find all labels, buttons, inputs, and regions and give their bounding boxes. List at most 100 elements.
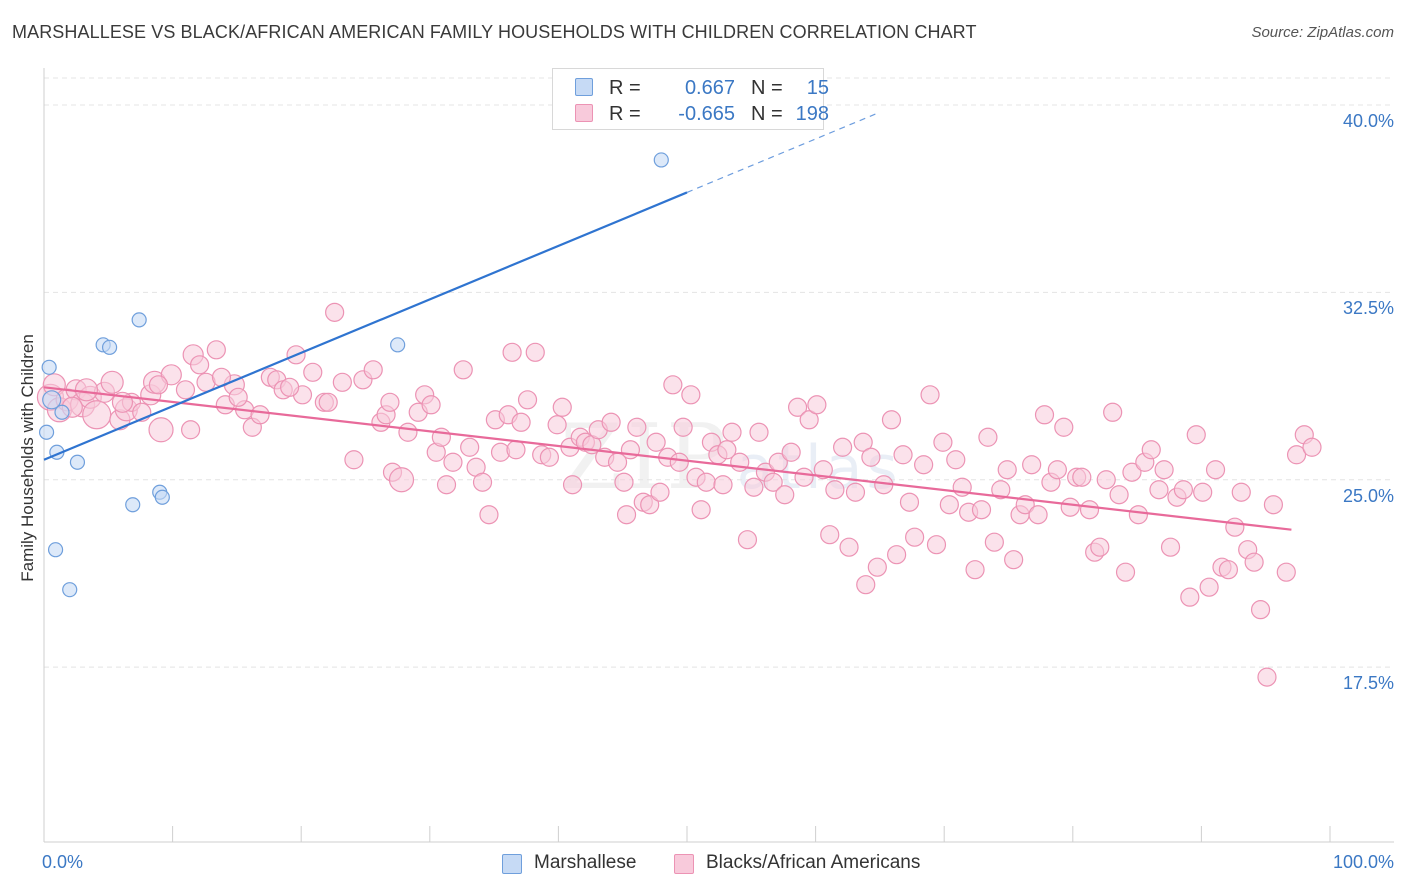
point-blacks	[997, 460, 1017, 480]
point-blacks	[181, 420, 201, 440]
point-blacks	[971, 500, 992, 520]
point-blacks	[1103, 402, 1123, 422]
point-blacks	[650, 482, 670, 502]
point-blacks	[502, 342, 522, 362]
y-tick-label-32-5: 32.5%	[1342, 298, 1394, 319]
point-blacks	[472, 472, 493, 492]
point-blacks	[506, 440, 526, 460]
point-blacks	[673, 417, 693, 437]
point-blacks	[190, 355, 210, 375]
point-blacks	[318, 392, 338, 412]
point-blacks	[965, 560, 985, 580]
legend-r-value: 0.667	[684, 77, 735, 99]
legend-r-label: R =	[609, 77, 641, 99]
point-blacks	[460, 437, 480, 457]
point-blacks	[681, 385, 701, 405]
point-blacks	[511, 412, 531, 432]
point-blacks	[1225, 517, 1245, 537]
point-marshallese	[131, 312, 147, 328]
point-blacks	[1072, 467, 1092, 487]
point-blacks	[696, 472, 716, 492]
point-blacks	[905, 527, 925, 547]
point-marshallese	[54, 404, 70, 420]
point-marshallese	[42, 390, 62, 410]
point-marshallese	[62, 582, 78, 598]
point-blacks	[1257, 667, 1277, 687]
point-blacks	[453, 360, 473, 380]
point-blacks	[646, 432, 666, 452]
point-blacks	[443, 452, 463, 472]
point-blacks	[1218, 560, 1239, 580]
legend-swatch-pink	[674, 854, 694, 874]
point-marshallese	[47, 542, 64, 558]
point-blacks	[713, 475, 733, 495]
trendline-marshallese-extension	[686, 111, 881, 193]
point-blacks	[833, 437, 853, 457]
point-blacks	[1199, 577, 1219, 597]
point-blacks	[552, 397, 572, 417]
point-blacks	[539, 447, 559, 467]
point-blacks	[717, 440, 737, 460]
y-tick-label-17-5: 17.5%	[1342, 673, 1394, 694]
legend-n-value: 15	[806, 77, 829, 99]
point-blacks	[926, 535, 947, 555]
point-blacks	[640, 495, 660, 515]
point-blacks	[691, 500, 711, 520]
point-blacks	[1141, 440, 1161, 460]
point-blacks	[436, 475, 457, 495]
point-blacks	[933, 432, 953, 452]
legend-n-label: N =	[751, 103, 783, 125]
point-blacks	[825, 480, 845, 500]
point-blacks	[853, 432, 873, 452]
point-blacks	[228, 387, 248, 407]
point-blacks	[794, 467, 814, 487]
point-blacks	[1090, 537, 1110, 557]
point-blacks	[421, 395, 441, 415]
point-blacks	[899, 492, 920, 512]
y-tick-label-25: 25.0%	[1342, 485, 1394, 506]
point-blacks	[749, 422, 769, 442]
point-marshallese	[101, 339, 118, 355]
point-blacks	[1180, 587, 1200, 607]
point-blacks	[669, 452, 689, 472]
point-blacks	[1109, 485, 1129, 505]
point-blacks	[914, 455, 934, 475]
point-blacks	[325, 302, 345, 322]
point-blacks	[148, 375, 169, 395]
point-blacks	[813, 460, 833, 480]
point-blacks	[547, 415, 567, 435]
point-blacks	[627, 417, 647, 437]
point-blacks	[1244, 552, 1264, 572]
point-blacks	[845, 482, 866, 502]
point-blacks	[614, 472, 634, 492]
x-tick-label-min: 0.0%	[42, 852, 84, 872]
point-blacks	[920, 385, 940, 405]
point-blacks	[781, 442, 801, 462]
point-blacks	[861, 447, 881, 467]
point-blacks	[1096, 470, 1116, 490]
point-blacks	[175, 380, 196, 400]
point-blacks	[148, 417, 174, 443]
point-blacks	[1054, 417, 1074, 437]
point-blacks	[1276, 562, 1296, 582]
point-blacks	[388, 467, 415, 493]
point-marshallese	[154, 489, 170, 505]
legend-r-label: R =	[609, 103, 641, 125]
point-blacks	[1149, 480, 1169, 500]
point-blacks	[1060, 497, 1080, 517]
legend-swatch-blue	[575, 78, 593, 96]
y-tick-label-40: 40.0%	[1342, 110, 1394, 131]
point-blacks	[517, 390, 538, 410]
point-blacks	[332, 372, 352, 392]
point-marshallese	[41, 359, 57, 375]
point-blacks	[1263, 495, 1284, 515]
point-blacks	[601, 412, 621, 432]
stats-legend: R = 0.667 N = 15 R = -0.665 N = 198	[552, 68, 829, 130]
source-label: Source: ZipAtlas.com	[1251, 24, 1394, 41]
point-blacks	[616, 505, 637, 525]
point-blacks	[280, 377, 300, 397]
point-blacks	[744, 477, 764, 497]
point-blacks	[1160, 537, 1181, 557]
point-blacks	[380, 392, 400, 412]
